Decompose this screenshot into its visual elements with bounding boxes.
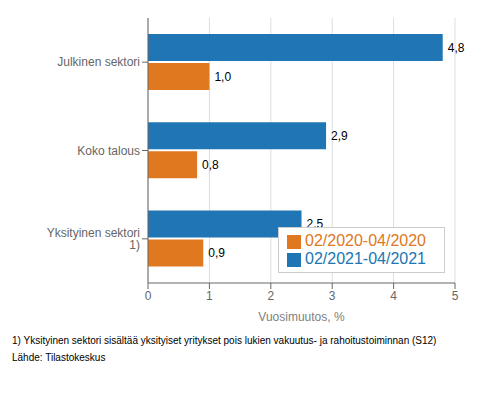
svg-text:1,0: 1,0 [214, 70, 231, 84]
html-text:1) Yksityinen sektori sisältää: 1) Yksityinen sektori sisältää yksityise… [12, 335, 437, 346]
svg-text:2,9: 2,9 [331, 129, 348, 143]
svg-text:4,8: 4,8 [448, 41, 465, 55]
svg-text:1: 1 [206, 289, 213, 303]
svg-text:0,8: 0,8 [202, 158, 219, 172]
svg-text:2: 2 [267, 289, 274, 303]
html-text:02/2021-04/2021: 02/2021-04/2021 [305, 250, 426, 267]
svg-text:Yksityinen sektori1): Yksityinen sektori1) [47, 226, 140, 252]
svg-text:5: 5 [452, 289, 459, 303]
html-text:Lähde: Tilastokeskus: Lähde: Tilastokeskus [12, 352, 106, 363]
svg-text:Vuosimuutos, %: Vuosimuutos, % [258, 310, 345, 324]
svg-text:0: 0 [145, 289, 152, 303]
svg-text:Koko talous: Koko talous [77, 144, 140, 158]
svg-text:3: 3 [329, 289, 336, 303]
html-text:02/2020-04/2020: 02/2020-04/2020 [305, 232, 426, 249]
svg-text:4: 4 [390, 289, 397, 303]
svg-text:Julkinen sektori: Julkinen sektori [57, 55, 140, 69]
svg-text:0,9: 0,9 [208, 246, 225, 260]
svg-text:2,5: 2,5 [307, 217, 324, 231]
